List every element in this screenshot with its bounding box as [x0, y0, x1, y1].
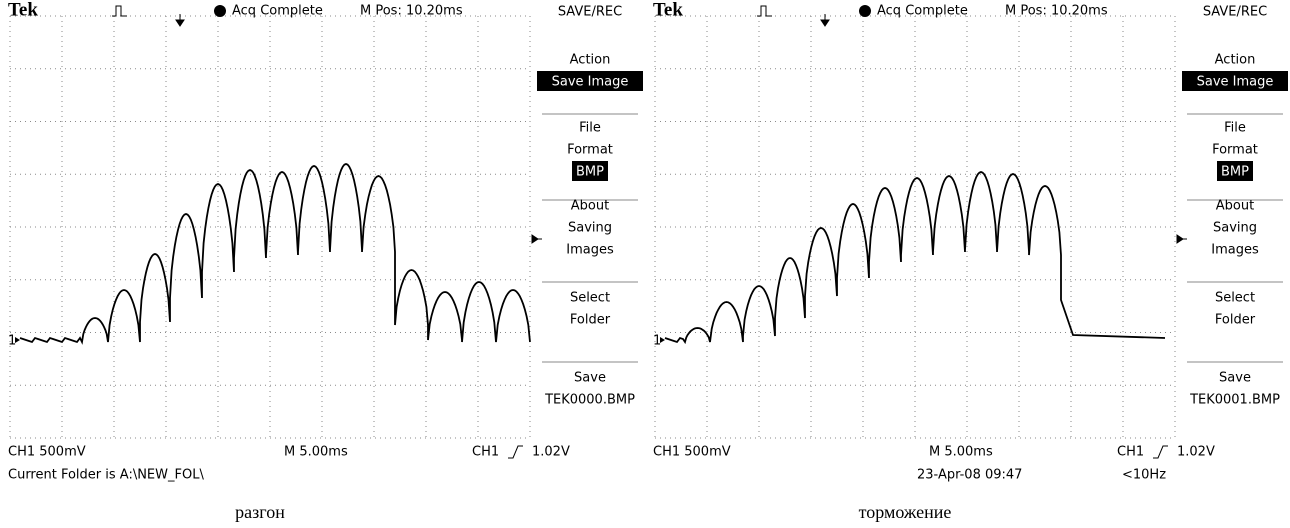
trigger-pos-marker: [176, 14, 184, 26]
status-dot: [859, 5, 871, 17]
menu-label: Save: [574, 371, 606, 386]
menu-label: TEK0000.BMP: [544, 393, 635, 408]
menu-label: Format: [1212, 143, 1258, 158]
level-marker: [1177, 235, 1187, 243]
trigger-edge: [508, 446, 523, 458]
menu-label: TEK0001.BMP: [1189, 393, 1280, 408]
channel-arrow: [660, 337, 665, 343]
level-marker: [532, 235, 542, 243]
trigger-source: CH1: [1117, 445, 1144, 460]
channel-scale: CH1 500mV: [653, 445, 731, 460]
timebase: M 5.00ms: [929, 445, 993, 460]
acq-status: Acq Complete: [877, 4, 968, 19]
timebase: M 5.00ms: [284, 445, 348, 460]
menu-label: Folder: [570, 313, 611, 328]
waveform: [20, 164, 530, 342]
menu-value: BMP: [1221, 165, 1249, 180]
trigger-level: 1.02V: [1177, 445, 1215, 460]
menu-label: Action: [1215, 53, 1256, 68]
menu-label: Saving: [1213, 221, 1257, 236]
menu-value: Save Image: [1197, 75, 1274, 90]
menu-label: Select: [1215, 291, 1255, 306]
caption: торможение: [859, 502, 952, 522]
menu-label: File: [1224, 121, 1246, 136]
menu-label: Images: [1211, 243, 1259, 258]
channel-scale: CH1 500mV: [8, 445, 86, 460]
menu-label: About: [571, 199, 609, 214]
trigger-icon: [112, 6, 127, 16]
folder-note: Current Folder is A:\NEW_FOL\: [8, 468, 204, 483]
menu-label: Format: [567, 143, 613, 158]
status-dot: [214, 5, 226, 17]
channel-arrow: [15, 337, 20, 343]
date: 23-Apr-08 09:47: [917, 468, 1022, 483]
position: M Pos: 10.20ms: [1005, 4, 1108, 19]
brand: Tek: [8, 0, 38, 20]
trigger-level: 1.02V: [532, 445, 570, 460]
trigger-pos-marker: [821, 14, 829, 26]
menu-label: File: [579, 121, 601, 136]
acq-status: Acq Complete: [232, 4, 323, 19]
menu-value: BMP: [576, 165, 604, 180]
frequency: <10Hz: [1122, 468, 1166, 483]
position: M Pos: 10.20ms: [360, 4, 463, 19]
trigger-source: CH1: [472, 445, 499, 460]
menu-title: SAVE/REC: [1203, 5, 1267, 20]
screen: TekAcq CompleteM Pos: 10.20ms1SAVE/RECAc…: [0, 0, 1290, 528]
brand: Tek: [653, 0, 683, 20]
menu-value: Save Image: [552, 75, 629, 90]
menu-label: Saving: [568, 221, 612, 236]
menu-title: SAVE/REC: [558, 5, 622, 20]
menu-label: Images: [566, 243, 614, 258]
menu-label: Save: [1219, 371, 1251, 386]
caption: разгон: [235, 502, 285, 522]
trigger-edge: [1153, 446, 1168, 458]
menu-label: Select: [570, 291, 610, 306]
menu-label: About: [1216, 199, 1254, 214]
trigger-icon: [757, 6, 772, 16]
menu-label: Action: [570, 53, 611, 68]
menu-label: Folder: [1215, 313, 1256, 328]
